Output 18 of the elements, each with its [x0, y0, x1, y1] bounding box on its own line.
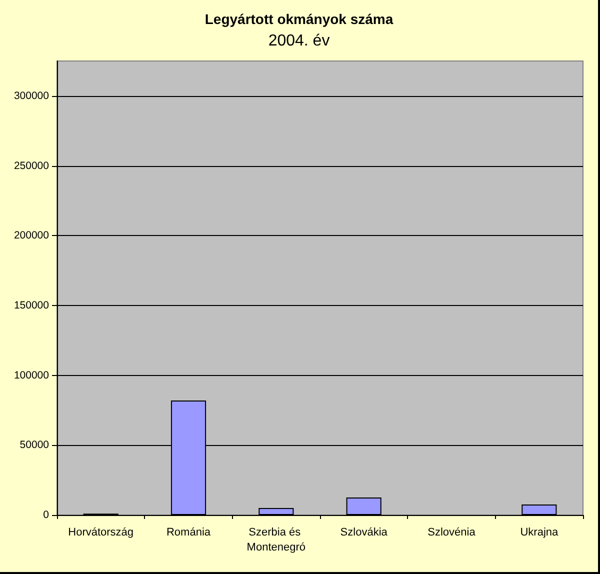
x-tick-label: Ukrajna — [520, 526, 559, 538]
bar — [346, 498, 382, 515]
y-tick-label: 0 — [43, 509, 50, 521]
x-tick-label: Horvátország — [68, 526, 134, 538]
y-tick-label: 200000 — [14, 230, 50, 242]
x-tick-label: Románia — [166, 526, 212, 538]
y-tick-label: 150000 — [14, 299, 50, 312]
x-tick-label: Szerbia és Montenegró — [246, 526, 306, 554]
bar — [522, 504, 557, 515]
chart-subtitle: 2004. év — [268, 32, 330, 50]
bar — [258, 508, 294, 515]
y-tick-label: 300000 — [14, 90, 50, 102]
y-tick-label: 100000 — [14, 369, 50, 382]
y-tick-label: 50000 — [20, 439, 50, 452]
chart-title: Legyártott okmányok száma — [204, 11, 394, 27]
y-tick-label: 250000 — [14, 160, 50, 172]
x-tick-label: Szlovénia — [428, 526, 476, 538]
x-tick-label: Szlovákia — [340, 526, 388, 538]
